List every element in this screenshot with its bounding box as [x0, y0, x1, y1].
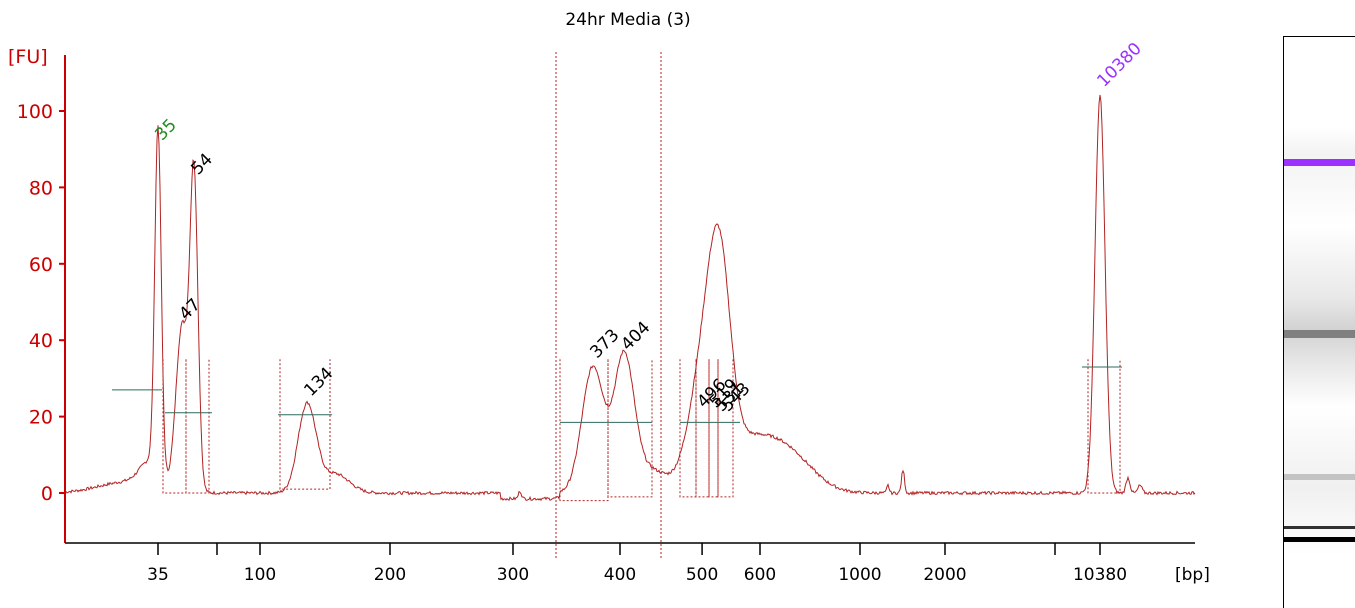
- electropherogram-chart: 24hr Media (3) [FU] [bp] 0 20 40 60 80 100 35…: [8, 10, 1210, 585]
- integration-region: [185, 359, 210, 494]
- x-tick-label: 35: [147, 565, 169, 585]
- peak-baselines: [112, 366, 1122, 423]
- electropherogram-trace: [64, 94, 1196, 502]
- x-tick-label: 300: [497, 565, 529, 585]
- peak-label: 373: [586, 325, 623, 362]
- y-axis-label: [FU]: [8, 46, 48, 68]
- gel-band: [1284, 474, 1355, 481]
- peak-label: 404: [617, 318, 654, 355]
- x-tick-label: 100: [244, 565, 276, 585]
- y-tick-label: 100: [17, 101, 53, 123]
- x-tick-label: 2000: [923, 565, 966, 585]
- y-axis: 0 20 40 60 80 100: [17, 55, 66, 543]
- integration-region: [279, 359, 331, 490]
- peak-label: 10380: [1093, 39, 1145, 91]
- chart-title: 24hr Media (3): [565, 10, 690, 30]
- integration-region: [717, 359, 734, 498]
- integration-region: [559, 359, 609, 502]
- y-tick-label: 60: [29, 254, 53, 276]
- x-axis: 35 100 200 300 400 500 600 1000 2000 10380: [65, 542, 1195, 585]
- x-tick-label: 10380: [1073, 565, 1127, 585]
- gel-band: [1284, 526, 1355, 530]
- gel-lane: [1284, 127, 1355, 578]
- integration-region: [679, 359, 697, 498]
- y-tick-label: 40: [29, 330, 53, 352]
- y-tick-label: 80: [29, 177, 53, 199]
- integration-region: [607, 359, 653, 498]
- gel-image: [1283, 36, 1355, 608]
- gel-band: [1284, 329, 1355, 338]
- gel-band: [1284, 537, 1355, 543]
- x-tick-label: 1000: [838, 565, 881, 585]
- integration-region: [162, 359, 187, 494]
- integration-region: [708, 359, 719, 498]
- gel-band: [1284, 158, 1355, 166]
- marker-lines: [555, 52, 662, 560]
- integration-region: [695, 359, 710, 498]
- x-tick-label: 500: [686, 565, 718, 585]
- integration-region: [1087, 359, 1121, 494]
- y-tick-label: 0: [41, 483, 53, 505]
- peak-label: 35: [151, 115, 180, 144]
- x-tick-label: 400: [604, 565, 636, 585]
- peak-label: 134: [300, 364, 337, 401]
- x-axis-label: [bp]: [1175, 565, 1210, 585]
- x-tick-label: 600: [744, 565, 776, 585]
- peak-label: 47: [175, 295, 204, 324]
- x-tick-label: 200: [374, 565, 406, 585]
- peak-integration-regions: [162, 359, 1121, 502]
- y-tick-label: 20: [29, 407, 53, 429]
